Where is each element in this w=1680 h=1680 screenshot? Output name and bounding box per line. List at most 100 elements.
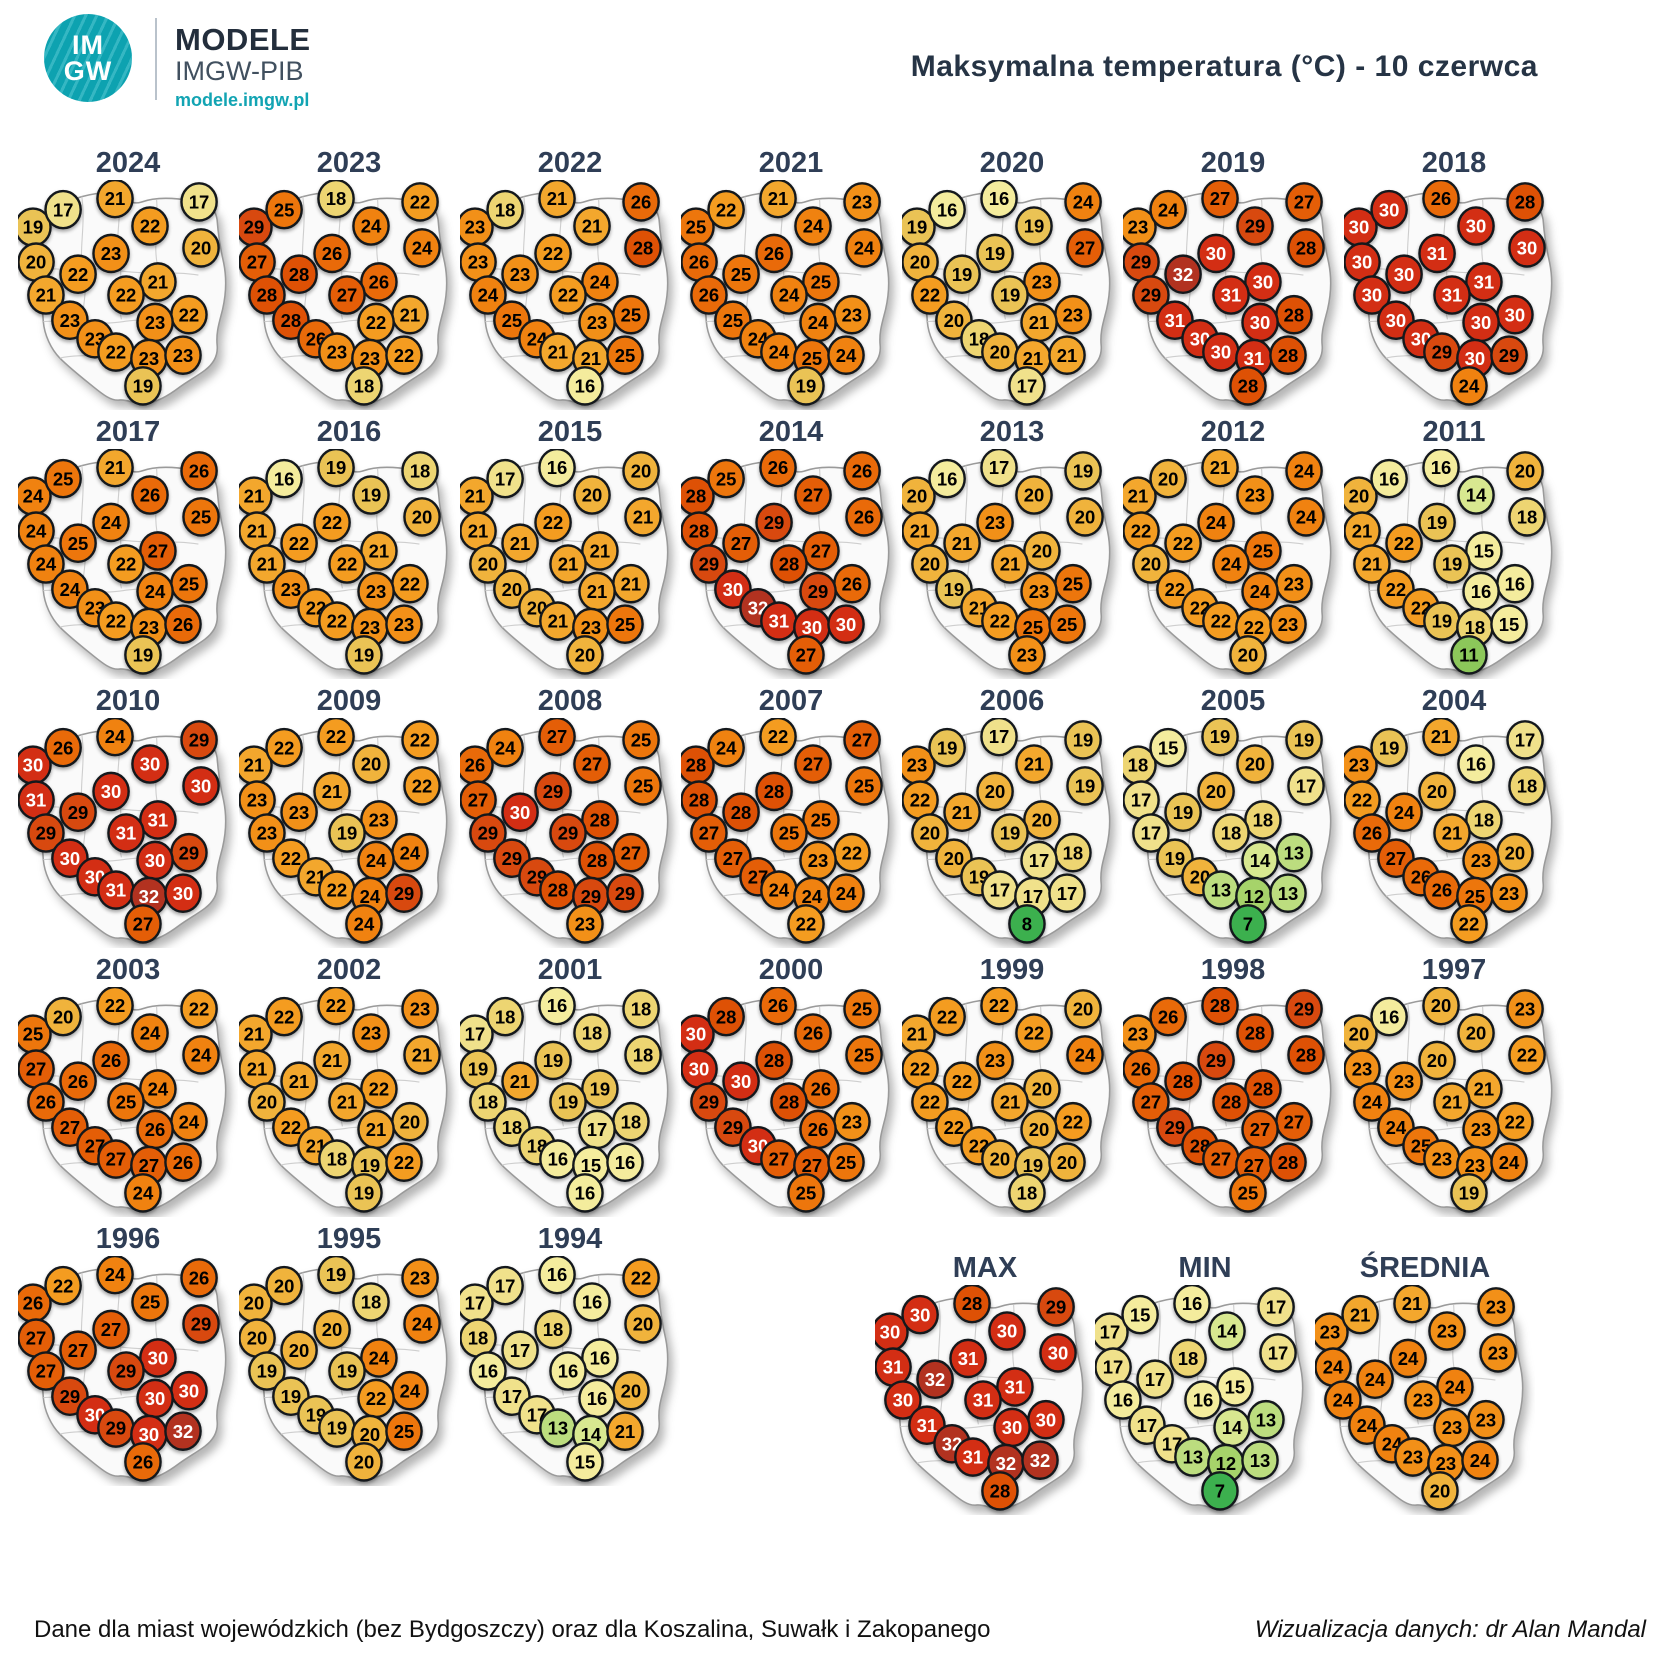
temp-circle [928, 189, 966, 230]
temp-value: 19 [326, 457, 347, 478]
temp-circle [1324, 1380, 1362, 1420]
temp-value: 23 [281, 579, 302, 600]
temp-value: 20 [1238, 644, 1259, 665]
temp-circle [360, 1069, 398, 1109]
temp-circle [911, 813, 949, 853]
temp-value: 27 [811, 541, 832, 562]
map-tile-1998: 1998 23 26 28 28 29 28 26 29 28 28 27 28 27 29 27 28 27 27… [1123, 955, 1343, 1217]
temp-value: 22 [400, 573, 421, 594]
temp-value: 20 [1206, 781, 1227, 802]
temp-value: 17 [465, 1024, 486, 1045]
temp-value: 23 [468, 252, 489, 273]
temp-value: 26 [23, 1293, 44, 1314]
temp-circle [1201, 180, 1239, 219]
temp-value: 21 [587, 581, 608, 602]
temp-circle [1212, 544, 1250, 584]
temp-value: 23 [366, 581, 387, 602]
temp-value: 26 [140, 485, 161, 506]
temp-value: 20 [1075, 506, 1096, 527]
temp-value: 31 [973, 1390, 994, 1411]
temp-value: 22 [326, 995, 347, 1016]
temp-value: 23 [1128, 217, 1149, 238]
temp-circle [1064, 451, 1102, 491]
temp-circle [755, 771, 793, 812]
temp-value: 19 [354, 1182, 375, 1203]
temp-value: 27 [1210, 188, 1231, 209]
temp-value: 20 [1032, 541, 1053, 562]
temp-circle [624, 228, 662, 268]
temp-value: 23 [145, 312, 166, 333]
temp-circle [1418, 502, 1456, 543]
temp-value: 31 [106, 880, 127, 901]
temp-circle [403, 1035, 441, 1075]
temp-value: 28 [1253, 1079, 1274, 1100]
temp-value: 20 [1427, 781, 1448, 802]
temp-circle [991, 1082, 1029, 1122]
temp-value: 17 [510, 1340, 531, 1361]
temp-value: 23 [1442, 1417, 1463, 1438]
temp-circle [317, 1256, 355, 1295]
temp-circle [911, 544, 949, 584]
map-label: 2009 [316, 685, 382, 717]
temp-circle [943, 254, 981, 295]
temp-value: 28 [686, 755, 707, 776]
map-label: ŚREDNIA [1359, 1252, 1491, 1284]
temp-value: 24 [412, 1313, 433, 1334]
temp-circle [1229, 366, 1267, 406]
temp-circle [164, 335, 202, 375]
temp-circle [1385, 523, 1423, 564]
map-label: MIN [1178, 1252, 1232, 1284]
temp-circle [1433, 544, 1471, 584]
temp-circle [606, 335, 644, 375]
temp-circle [328, 1351, 366, 1391]
temp-value: 25 [731, 264, 752, 285]
temp-circle [401, 1258, 439, 1298]
temp-value: 20 [26, 252, 47, 273]
temp-value: 18 [1178, 1348, 1199, 1369]
temp-circle [180, 451, 218, 491]
temp-value: 21 [582, 216, 603, 237]
temp-value: 23 [1017, 644, 1038, 665]
temp-circle [949, 1338, 987, 1379]
temp-value: 20 [1158, 468, 1179, 489]
temp-value: 29 [581, 886, 602, 907]
temp-circle [549, 544, 587, 584]
temp-value: 19 [796, 375, 817, 396]
temp-circle [1121, 1294, 1159, 1335]
temp-circle [690, 275, 728, 315]
temp-circle [1490, 335, 1528, 375]
temp-value: 22 [937, 1006, 958, 1027]
temp-value: 27 [26, 1059, 47, 1080]
temp-circle [1164, 254, 1202, 295]
temp-value: 20 [53, 1006, 74, 1027]
temp-value: 27 [723, 848, 744, 869]
temp-value: 16 [1505, 573, 1526, 594]
temp-value: 17 [53, 199, 74, 220]
temp-value: 21 [289, 1071, 310, 1092]
temp-circle [403, 228, 441, 268]
temp-value: 20 [575, 644, 596, 665]
temp-circle [1066, 497, 1104, 537]
temp-circle [549, 275, 587, 315]
temp-value: 25 [53, 468, 74, 489]
temp-value: 23 [257, 823, 278, 844]
temp-circle [1064, 989, 1102, 1029]
temp-value: 28 [689, 790, 710, 811]
map-label: 2013 [979, 416, 1045, 448]
temp-value: 23 [1128, 1024, 1149, 1045]
temp-circle [1353, 813, 1391, 853]
temp-value: 25 [686, 217, 707, 238]
temp-value: 17 [1268, 1342, 1289, 1363]
temp-value: 23 [907, 755, 928, 776]
temp-value: 19 [361, 485, 382, 506]
temp-value: 27 [247, 252, 268, 273]
temp-value: 22 [910, 790, 931, 811]
temp-circle [317, 449, 355, 488]
temp-value: 19 [337, 1361, 358, 1382]
temp-value: 20 [944, 848, 965, 869]
temp-value: 20 [360, 1424, 381, 1445]
temp-value: 19 [907, 217, 928, 238]
temp-circle [802, 531, 840, 571]
